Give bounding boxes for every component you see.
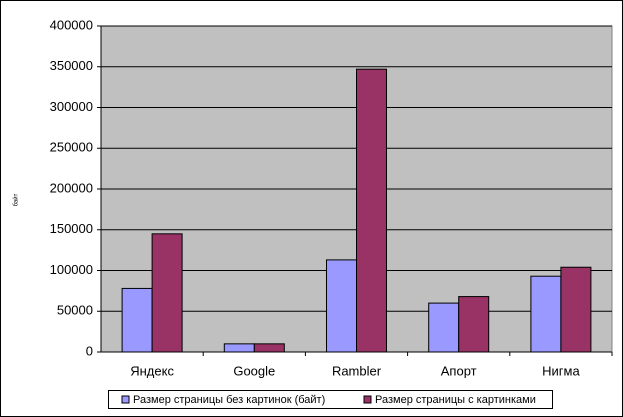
y-tick-label: 150000 — [50, 221, 93, 236]
bar — [530, 275, 562, 353]
legend: Размер страницы без картинок (байт) Разме… — [108, 390, 553, 409]
y-tick-label: 100000 — [50, 262, 93, 277]
x-tick-label: Яндекс — [130, 363, 174, 378]
legend-swatch — [363, 395, 372, 404]
legend-label: Размер страницы с картинками — [375, 394, 536, 406]
bar — [223, 343, 255, 353]
bar — [356, 68, 387, 353]
bar — [428, 302, 460, 353]
bar — [253, 343, 285, 353]
y-tick-label: 50000 — [57, 303, 93, 318]
y-tick-label: 250000 — [50, 140, 93, 155]
bar — [326, 259, 357, 353]
y-tick-label: 0 — [86, 343, 93, 358]
y-tick-label: 300000 — [50, 99, 93, 114]
legend-box — [108, 390, 553, 409]
x-tick-label: Rambler — [332, 363, 382, 378]
legend-swatch — [121, 395, 130, 404]
x-tick-label: Google — [233, 363, 275, 378]
bar — [560, 266, 592, 353]
y-tick-label: 350000 — [50, 58, 93, 73]
bar — [458, 296, 490, 353]
legend-label: Размер страницы без картинок (байт) — [133, 394, 325, 406]
bar — [121, 287, 153, 353]
y-tick-label: 200000 — [50, 180, 93, 195]
x-tick-label: Нигма — [542, 363, 580, 378]
bar — [151, 233, 183, 353]
y-tick-label: 400000 — [50, 17, 93, 32]
x-tick-label: Апорт — [441, 363, 477, 378]
y-axis-label: байт — [13, 193, 20, 206]
